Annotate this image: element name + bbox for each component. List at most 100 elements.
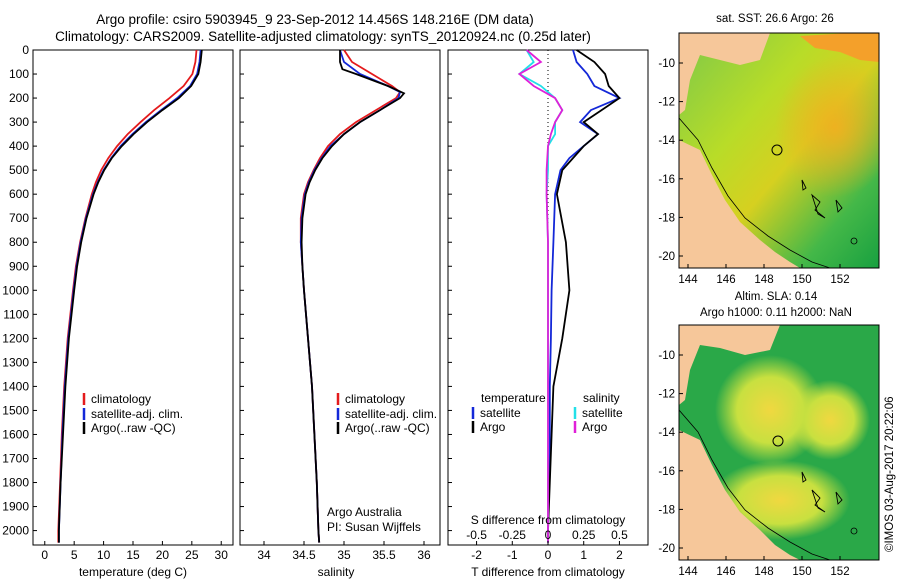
sst-map-frame [678, 32, 880, 269]
depth-tick-label: 1600 [2, 427, 29, 441]
new-guinea-land [679, 325, 780, 405]
depth-tick-label: 700 [9, 211, 29, 225]
t-tick-label: -1 [507, 548, 518, 562]
temperature-tick-label: 20 [156, 548, 170, 562]
salinity-tick-label: 34 [257, 548, 271, 562]
s-tick-label: -0.25 [499, 528, 527, 542]
map-y-tick-label: -12 [658, 389, 675, 401]
depth-tick-label: 100 [9, 67, 29, 81]
map-y-tick-label: -18 [658, 212, 675, 224]
sst-map-title: sat. SST: 26.6 Argo: 26 [716, 13, 834, 25]
map-y-tick-label: -10 [658, 350, 675, 362]
t-tick-label: 2 [616, 548, 623, 562]
temperature-lines [57, 49, 203, 543]
legend-climatology-label: climatology [345, 392, 405, 406]
series-line-argo-raw-qc- [300, 50, 406, 543]
difference-legend: temperature salinity satellite Argo sate… [471, 391, 623, 434]
depth-tick-label: 1200 [2, 331, 29, 345]
map-x-tick-label: 148 [754, 566, 773, 578]
depth-tick-label: 300 [9, 115, 29, 129]
legend-temp-argo-label: Argo [480, 420, 506, 434]
argo-location-marker [772, 435, 784, 447]
title-line-2: Climatology: CARS2009. Satellite-adjuste… [55, 29, 591, 44]
legend-sal-satellite-label: satellite [582, 406, 623, 420]
s-tick-label: -0.5 [466, 528, 487, 542]
t-difference-xlabel: T difference from climatology [471, 565, 625, 579]
map-x-tick-label: 148 [754, 274, 773, 286]
salinity-axes-box [239, 49, 441, 546]
reef-outlines [801, 179, 843, 219]
s-tick-label: 0.5 [611, 528, 628, 542]
sla-map-title-2: Argo h1000: 0.11 h2000: NaN [700, 307, 852, 319]
australia-land [679, 430, 800, 560]
legend-argo-label: Argo(..raw -QC) [91, 421, 176, 435]
depth-axis: 0 100 200 300 400 500 600 700 800 900 1000 1100 1200… [2, 43, 452, 538]
temperature-axes-box [32, 49, 234, 546]
depth-tick-label: 1700 [2, 451, 29, 465]
map-x-tick-label: 144 [678, 274, 698, 286]
t-tick-label: 1 [580, 548, 587, 562]
legend-argo-label: Argo(..raw -QC) [345, 421, 430, 435]
depth-tick-label: 500 [9, 163, 29, 177]
map-y-tick-label: -16 [658, 174, 675, 186]
t-tick-label: -2 [471, 548, 482, 562]
legend-satellite-label: satellite-adj. clim. [345, 407, 437, 421]
shelf-contour [679, 117, 831, 268]
legend-salinity-title: salinity [583, 391, 620, 405]
salinity-panel: 34 34.5 35 35.5 36 salinity climatology sate… [239, 49, 441, 579]
temperature-tick-label: 10 [97, 548, 111, 562]
series-line-argo-raw-qc- [58, 49, 203, 543]
s-tick-label: 0.25 [572, 528, 596, 542]
temperature-tick-label: 15 [126, 548, 140, 562]
depth-tick-label: 1300 [2, 355, 29, 369]
map-y-tick-label: -12 [658, 97, 675, 109]
salinity-tick-label: 36 [417, 548, 431, 562]
temperature-tick-label: 5 [71, 548, 78, 562]
salinity-tick-label: 34.5 [292, 548, 316, 562]
difference-lines [517, 49, 622, 543]
temperature-x-ticks: 0 5 10 15 20 25 30 [41, 541, 228, 562]
temperature-tick-label: 0 [41, 548, 48, 562]
salinity-tick-label: 35 [337, 548, 351, 562]
imos-watermark: ©IMOS 03-Aug-2017 20:22:06 [884, 396, 896, 552]
shelf-contour [679, 409, 831, 560]
difference-panel: temperature salinity satellite Argo sate… [447, 49, 649, 579]
map-x-tick-label: 152 [830, 274, 849, 286]
depth-tick-label: 800 [9, 235, 29, 249]
sst-map: sat. SST: 26.6 Argo: 26 [658, 13, 880, 286]
map-y-tick-label: -20 [658, 543, 675, 555]
depth-tick-label: 400 [9, 139, 29, 153]
legend-sal-argo-label: Argo [582, 420, 608, 434]
diff-line-temperature-satellite [547, 49, 622, 543]
map-x-tick-label: 146 [716, 274, 735, 286]
map-x-tick-label: 146 [716, 566, 735, 578]
map-y-tick-label: -10 [658, 58, 675, 70]
australia-land [679, 140, 800, 268]
depth-tick-label: 0 [22, 43, 29, 57]
argo-location-marker [771, 144, 783, 156]
diff-line-salinity-argo [517, 49, 564, 543]
credit-program: Argo Australia [327, 505, 402, 519]
diff-line-temperature-argo [547, 49, 621, 543]
temperature-panel: 0 5 10 15 20 25 30 temperature (deg C) climato… [32, 49, 234, 579]
t-tick-label: 0 [545, 548, 552, 562]
legend-climatology-label: climatology [91, 392, 151, 406]
sla-high-east [790, 380, 870, 460]
salinity-x-ticks: 34 34.5 35 35.5 36 [257, 541, 431, 562]
salinity-tick-label: 35.5 [372, 548, 396, 562]
salinity-xlabel: salinity [318, 565, 355, 579]
title-line-1: Argo profile: csiro 5903945_9 23-Sep-201… [96, 12, 534, 27]
s-difference-ticks: -0.5 -0.25 0 0.25 0.5 [466, 528, 628, 542]
map-x-tick-label: 150 [792, 274, 811, 286]
map-x-tick-label: 152 [830, 566, 849, 578]
sla-map: Altim. SLA: 0.14 Argo h1000: 0.11 h2000:… [658, 291, 880, 578]
salinity-legend: climatology satellite-adj. clim. Argo(..… [336, 392, 437, 435]
map-x-tick-label: 150 [792, 566, 811, 578]
salinity-lines [299, 49, 406, 543]
depth-tick-label: 200 [9, 91, 29, 105]
temperature-legend: climatology satellite-adj. clim. Argo(..… [82, 392, 183, 435]
depth-tick-label: 900 [9, 259, 29, 273]
temperature-tick-label: 25 [185, 548, 199, 562]
